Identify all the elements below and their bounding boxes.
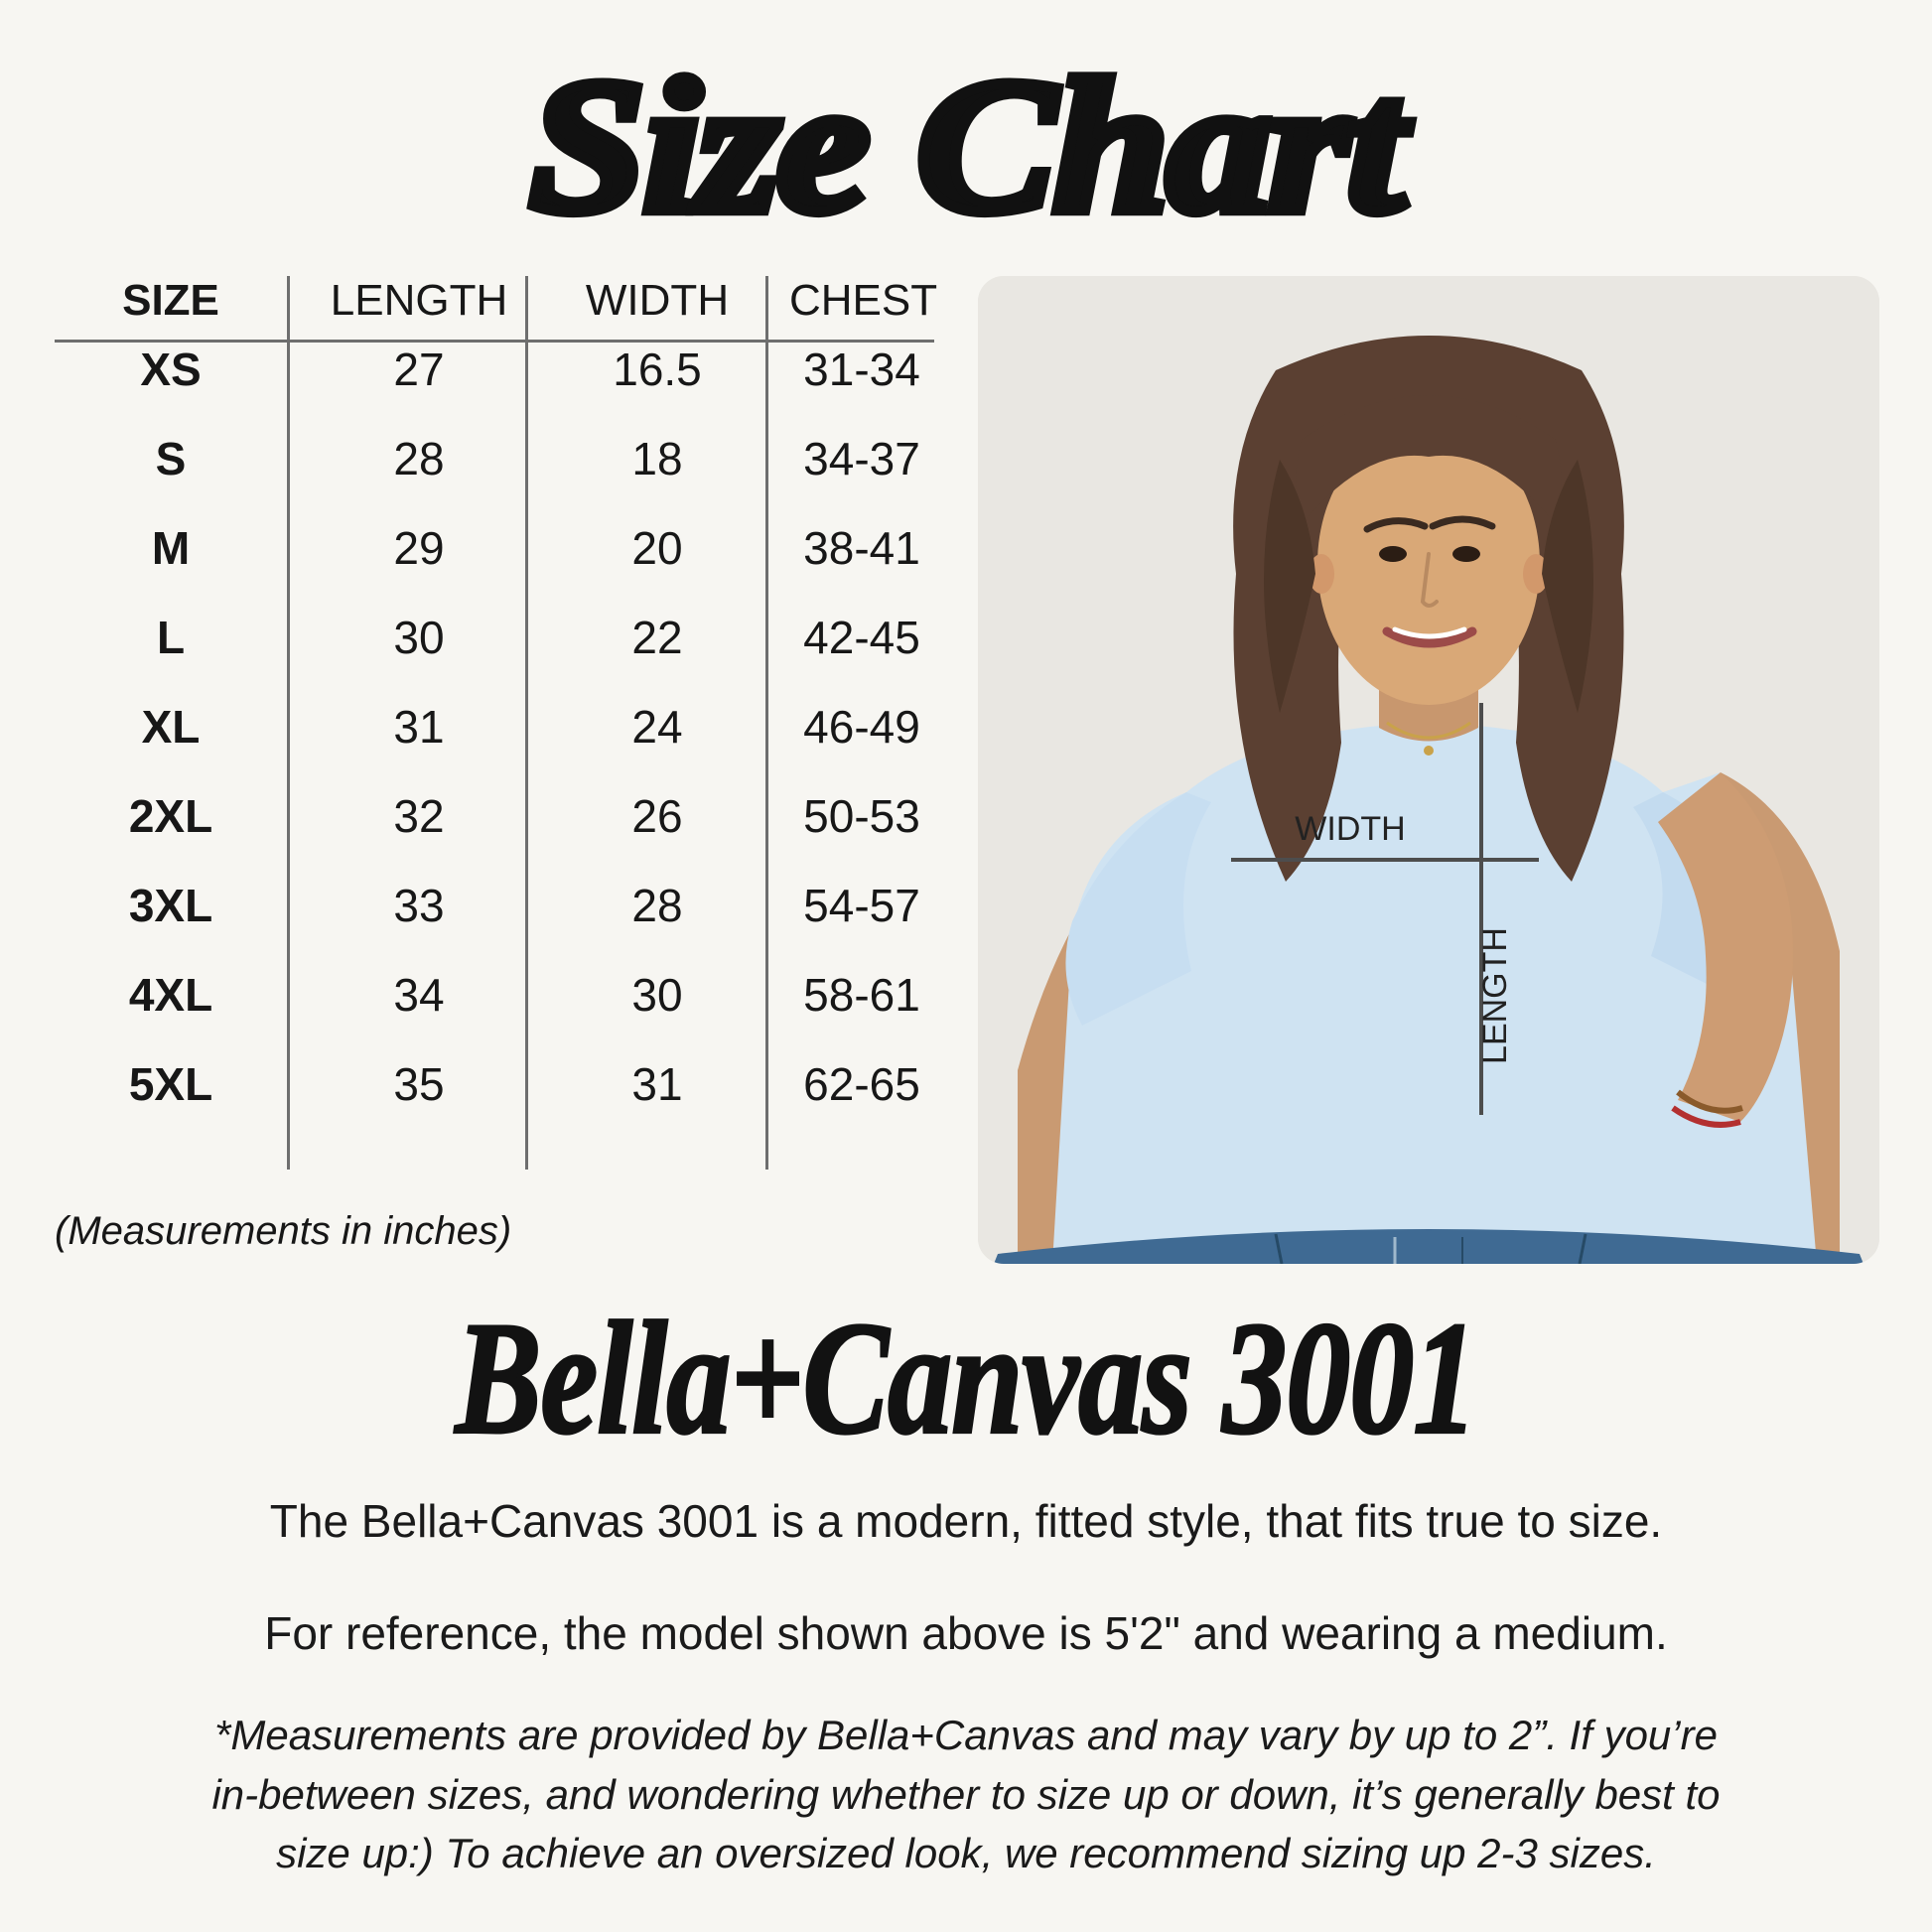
svg-text:LENGTH: LENGTH xyxy=(1476,927,1514,1064)
svg-text:WIDTH: WIDTH xyxy=(1295,810,1405,848)
